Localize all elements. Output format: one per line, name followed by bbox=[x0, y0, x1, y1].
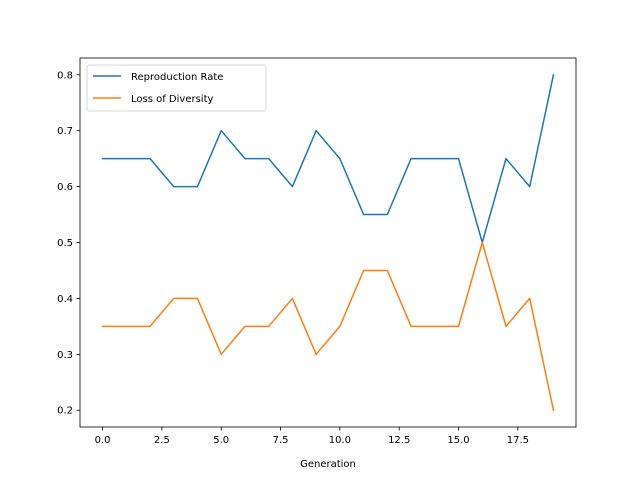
x-tick-label: 5.0 bbox=[213, 435, 229, 446]
y-tick-label: 0.5 bbox=[57, 238, 73, 249]
ticks-layer: 0.0 2.5 5.0 7.5 10.0 12.5 15.0 17.5 0.2 0.3 0.4 0.5… bbox=[57, 70, 529, 446]
x-axis-label: Generation bbox=[300, 459, 356, 470]
series-layer bbox=[101, 73, 555, 412]
series-line-1 bbox=[101, 241, 555, 412]
y-tick-label: 0.4 bbox=[57, 294, 73, 305]
x-tick-label: 17.5 bbox=[507, 435, 529, 446]
x-tick-label: 12.5 bbox=[388, 435, 410, 446]
legend: Reproduction Rate Loss of Diversity bbox=[86, 64, 267, 112]
legend-box bbox=[86, 64, 267, 112]
series-line-0 bbox=[101, 73, 555, 244]
legend-label-0: Reproduction Rate bbox=[131, 72, 223, 83]
y-tick-label: 0.8 bbox=[57, 70, 73, 81]
legend-label-1: Loss of Diversity bbox=[131, 94, 213, 105]
x-tick-label: 7.5 bbox=[273, 435, 289, 446]
y-tick-label: 0.2 bbox=[57, 406, 73, 417]
x-tick-label: 0.0 bbox=[95, 435, 111, 446]
y-tick-label: 0.3 bbox=[57, 350, 73, 361]
x-tick-label: 15.0 bbox=[447, 435, 469, 446]
y-tick-label: 0.6 bbox=[57, 182, 73, 193]
x-tick-label: 10.0 bbox=[329, 435, 351, 446]
y-tick-label: 0.7 bbox=[57, 126, 73, 137]
x-tick-label: 2.5 bbox=[154, 435, 170, 446]
